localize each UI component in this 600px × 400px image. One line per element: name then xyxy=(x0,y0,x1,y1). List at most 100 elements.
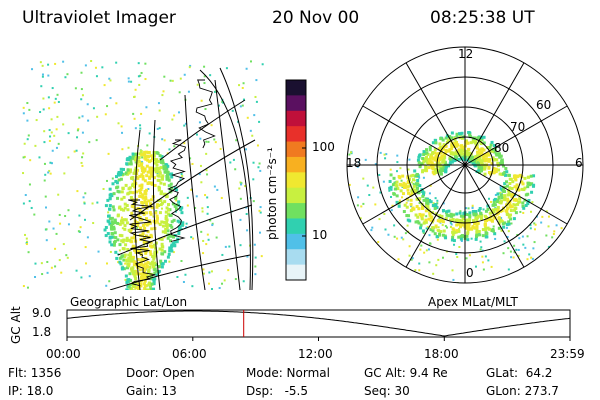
speckle xyxy=(436,238,439,241)
auroral-pixel xyxy=(141,223,145,227)
speckle xyxy=(158,127,161,130)
auroral-pixel xyxy=(171,202,175,206)
auroral-pixel xyxy=(127,256,131,260)
auroral-pixel xyxy=(504,209,508,213)
speckle xyxy=(130,80,133,83)
auroral-pixel xyxy=(411,173,415,177)
auroral-pixel xyxy=(153,158,157,162)
speckle xyxy=(391,204,394,207)
speckle xyxy=(49,161,52,164)
auroral-pixel xyxy=(498,172,502,176)
speckle xyxy=(28,200,31,203)
auroral-pixel xyxy=(119,262,123,266)
auroral-pixel xyxy=(160,220,164,224)
auroral-pixel xyxy=(155,163,159,167)
speckle xyxy=(55,232,58,235)
auroral-pixel xyxy=(139,289,143,290)
auroral-pixel xyxy=(506,197,510,201)
auroral-pixel xyxy=(175,240,179,244)
speckle xyxy=(471,206,474,209)
speckle xyxy=(227,269,230,272)
speckle xyxy=(53,134,56,137)
auroral-pixel xyxy=(482,141,486,145)
auroral-pixel xyxy=(124,171,128,175)
speckle xyxy=(357,196,360,199)
speckle xyxy=(183,124,186,127)
auroral-pixel xyxy=(120,239,124,243)
auroral-pixel xyxy=(139,275,143,279)
speckle xyxy=(429,219,432,222)
speckle xyxy=(398,199,401,202)
auroral-pixel xyxy=(412,178,416,182)
speckle xyxy=(55,146,58,149)
speckle xyxy=(178,91,181,94)
auroral-pixel xyxy=(161,159,165,163)
auroral-pixel xyxy=(427,217,431,221)
auroral-pixel xyxy=(165,195,169,199)
auroral-pixel xyxy=(502,225,506,229)
speckle xyxy=(245,148,248,151)
mlat-label-70: 70 xyxy=(510,120,526,134)
speckle xyxy=(156,127,159,130)
speckle xyxy=(145,106,148,109)
auroral-pixel xyxy=(465,213,469,217)
auroral-pixel xyxy=(131,152,135,156)
speckle xyxy=(524,246,527,249)
speckle xyxy=(453,243,456,246)
auroral-pixel xyxy=(396,187,400,191)
speckle xyxy=(517,248,520,251)
auroral-pixel xyxy=(115,186,119,190)
auroral-pixel xyxy=(160,242,164,246)
speckle xyxy=(176,276,179,279)
auroral-pixel xyxy=(437,168,441,172)
auroral-pixel xyxy=(433,148,437,152)
auroral-pixel xyxy=(128,162,132,166)
speckle xyxy=(389,168,392,171)
speckle xyxy=(67,132,70,135)
auroral-pixel xyxy=(450,213,454,217)
auroral-pixel xyxy=(166,229,170,233)
speckle xyxy=(254,256,257,259)
speckle xyxy=(187,90,190,93)
auroral-pixel xyxy=(135,190,139,194)
auroral-pixel xyxy=(109,192,113,196)
auroral-pixel xyxy=(523,186,527,190)
auroral-pixel xyxy=(398,182,402,186)
speckle xyxy=(210,270,213,273)
speckle xyxy=(419,248,422,251)
speckle xyxy=(246,255,249,258)
auroral-pixel xyxy=(154,211,158,215)
auroral-pixel xyxy=(462,145,466,149)
auroral-pixel xyxy=(173,244,177,248)
speckle xyxy=(161,138,164,141)
speckle xyxy=(67,209,70,212)
auroral-pixel xyxy=(121,221,125,225)
speckle xyxy=(348,183,351,186)
auroral-pixel xyxy=(144,195,148,199)
speckle xyxy=(349,151,352,154)
speckle xyxy=(77,128,80,131)
auroral-pixel xyxy=(123,227,127,231)
auroral-pixel xyxy=(417,221,421,225)
speckle xyxy=(383,212,386,215)
auroral-pixel xyxy=(135,161,139,165)
speckle xyxy=(467,207,470,210)
auroral-pixel xyxy=(142,258,146,262)
auroral-pixel xyxy=(424,218,428,222)
speckle xyxy=(547,225,550,228)
auroral-pixel xyxy=(143,199,147,203)
speckle xyxy=(157,222,160,225)
speckle xyxy=(234,168,237,171)
auroral-pixel xyxy=(450,238,454,242)
auroral-pixel xyxy=(508,177,512,181)
auroral-pixel xyxy=(444,149,448,153)
speckle xyxy=(490,265,493,268)
auroral-pixel xyxy=(124,243,128,247)
auroral-pixel xyxy=(138,215,142,219)
speckle xyxy=(395,170,398,173)
auroral-pixel xyxy=(108,240,112,244)
auroral-pixel xyxy=(112,240,116,244)
speckle xyxy=(449,226,452,229)
speckle xyxy=(253,114,256,117)
auroral-pixel xyxy=(128,283,132,287)
